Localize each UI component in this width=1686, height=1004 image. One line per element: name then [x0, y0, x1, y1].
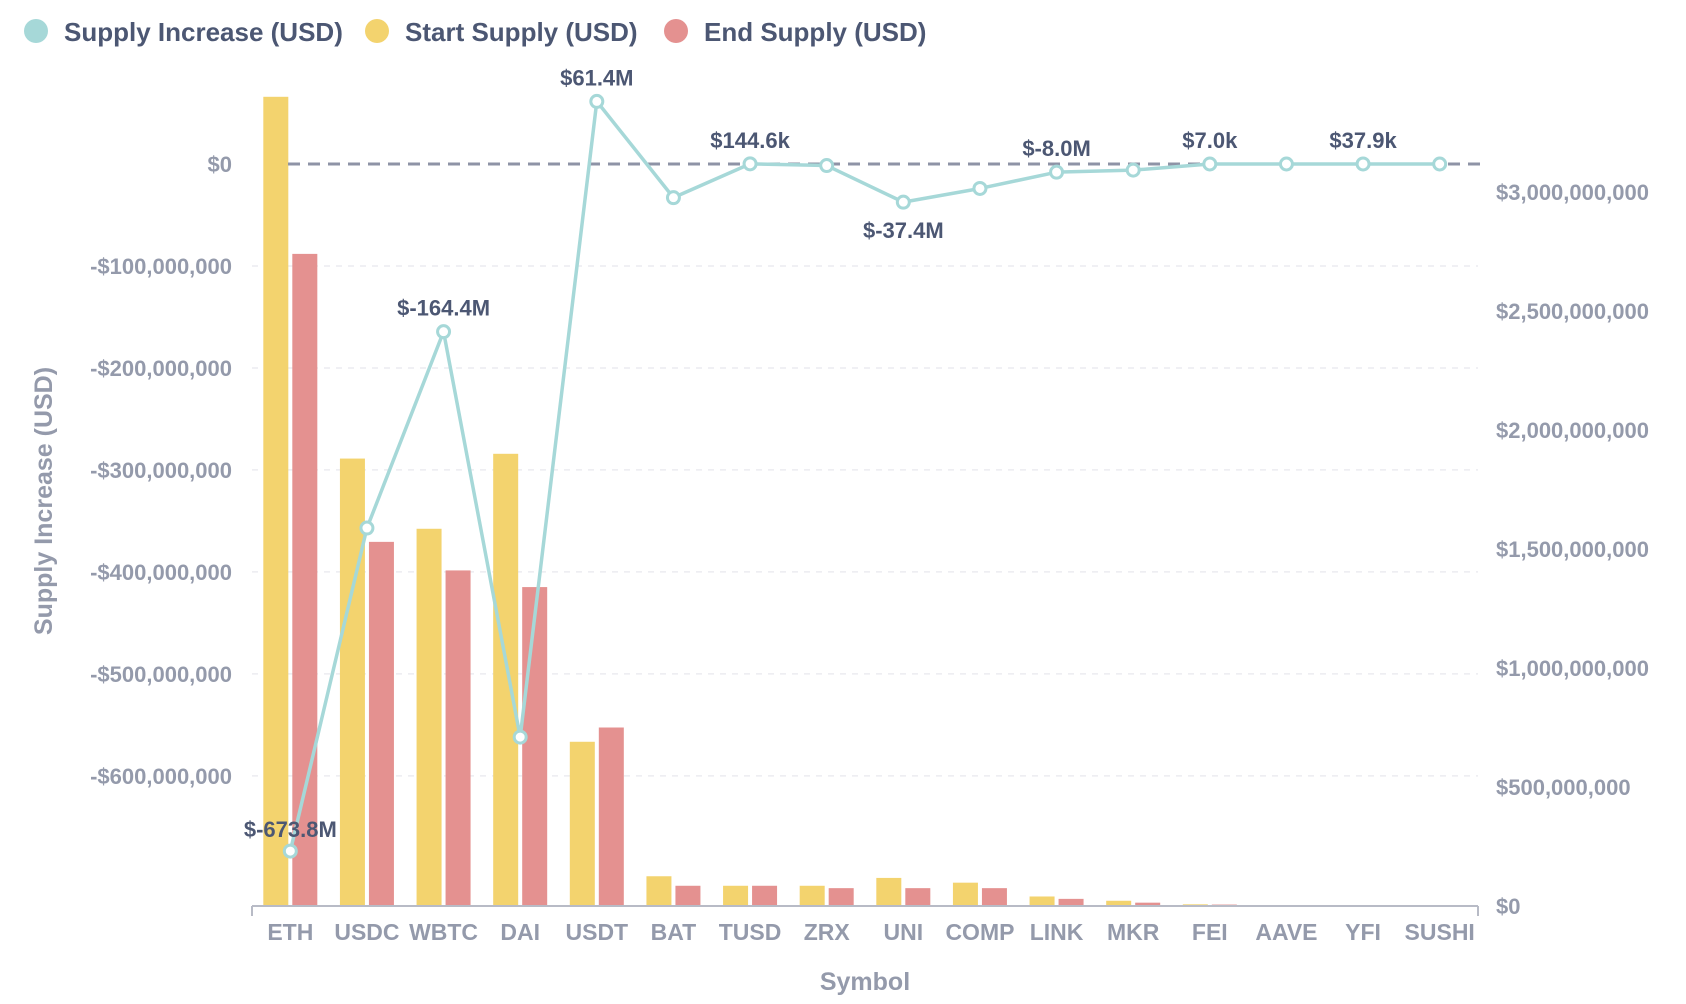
end-supply-bar-uni	[905, 888, 931, 906]
left-tick-label-3: -$300,000,000	[90, 458, 232, 483]
line-series	[282, 93, 1448, 859]
legend-marker-2	[664, 19, 688, 43]
supply-increase-point-bat	[665, 190, 681, 206]
start-supply-bar-mkr	[1106, 900, 1132, 906]
right-tick-label-6: $3,000,000,000	[1496, 180, 1649, 205]
supply-increase-line	[288, 99, 1440, 852]
point-label-tusd: $144.6k	[710, 128, 790, 153]
x-tick-label-fei: FEI	[1192, 919, 1228, 945]
supply-increase-point-wbtc	[436, 324, 452, 340]
point-label-fei: $7.0k	[1182, 128, 1238, 153]
supply-increase-point-sushi	[1432, 156, 1448, 172]
end-supply-bar-dai	[522, 587, 548, 906]
end-supply-bar-comp	[981, 888, 1007, 906]
x-tick-label-eth: ETH	[267, 919, 313, 945]
start-supply-bar-dai	[493, 453, 519, 906]
x-tick-label-mkr: MKR	[1107, 919, 1160, 945]
left-tick-label-5: -$500,000,000	[90, 662, 232, 687]
end-supply-bar-wbtc	[445, 570, 471, 906]
legend: Supply Increase (USD) Start Supply (USD) E…	[24, 17, 926, 47]
start-supply-bar-zrx	[799, 885, 825, 906]
axes: ETH USDC WBTC DAI USDT BAT TUSD ZRX UNI COMP LINK M…	[30, 152, 1649, 996]
end-supply-bar-tusd	[752, 885, 778, 906]
end-supply-bar-zrx	[828, 888, 854, 906]
supply-increase-point-dai	[512, 729, 528, 745]
x-tick-label-bat: BAT	[651, 919, 697, 945]
x-axis-title: Symbol	[820, 968, 910, 996]
supply-increase-point-uni	[895, 194, 911, 210]
point-label-usdt: $61.4M	[560, 65, 633, 90]
point-label-uni: $-37.4M	[863, 218, 944, 243]
supply-increase-point-fei	[1202, 156, 1218, 172]
x-tick-label-sushi: SUSHI	[1405, 919, 1475, 945]
x-tick-label-usdc: USDC	[334, 919, 399, 945]
start-supply-bar-usdc	[339, 458, 365, 906]
end-supply-bar-mkr	[1135, 902, 1161, 906]
left-axis-title: Supply Increase (USD)	[30, 367, 58, 635]
end-supply-bar-eth	[292, 253, 318, 906]
x-tick-label-dai: DAI	[500, 919, 540, 945]
left-tick-label-4: -$400,000,000	[90, 560, 232, 585]
point-labels: $-673.8M $-164.4M $61.4M $144.6k $-37.4M $-8.…	[244, 65, 1398, 842]
legend-label-0: Supply Increase (USD)	[64, 17, 343, 47]
supply-increase-point-eth	[282, 843, 298, 859]
point-label-wbtc: $-164.4M	[397, 296, 490, 321]
right-tick-label-2: $1,000,000,000	[1496, 656, 1649, 681]
left-tick-label-2: -$200,000,000	[90, 356, 232, 381]
legend-marker-1	[365, 19, 389, 43]
end-supply-bar-usdt	[598, 727, 624, 906]
x-tick-label-usdt: USDT	[566, 919, 629, 945]
supply-increase-point-usdc	[359, 520, 375, 536]
point-label-link: $-8.0M	[1022, 136, 1090, 161]
start-supply-bar-comp	[952, 882, 978, 906]
right-tick-label-1: $500,000,000	[1496, 775, 1631, 800]
supply-increase-point-comp	[972, 180, 988, 196]
end-supply-bar-link	[1058, 898, 1084, 906]
right-tick-label-4: $2,000,000,000	[1496, 418, 1649, 443]
supply-increase-point-mkr	[1125, 162, 1141, 178]
right-tick-label-0: $0	[1496, 894, 1520, 919]
end-supply-bar-bat	[675, 885, 701, 906]
x-tick-label-yfi: YFI	[1345, 919, 1381, 945]
right-tick-label-5: $2,500,000,000	[1496, 299, 1649, 324]
end-supply-bar-usdc	[368, 541, 394, 906]
legend-marker-0	[24, 19, 48, 43]
start-supply-bar-bat	[646, 876, 672, 906]
bar-series	[263, 96, 1237, 907]
start-supply-bar-link	[1029, 896, 1055, 906]
legend-label-1: Start Supply (USD)	[405, 17, 638, 47]
point-label-eth: $-673.8M	[244, 817, 337, 842]
x-tick-label-comp: COMP	[945, 919, 1014, 945]
right-tick-label-3: $1,500,000,000	[1496, 537, 1649, 562]
legend-label-2: End Supply (USD)	[704, 17, 926, 47]
supply-increase-point-link	[1049, 164, 1065, 180]
x-tick-label-zrx: ZRX	[804, 919, 851, 945]
supply-increase-point-yfi	[1355, 156, 1371, 172]
supply-increase-point-zrx	[819, 158, 835, 174]
start-supply-bar-wbtc	[416, 528, 442, 906]
supply-increase-point-aave	[1278, 156, 1294, 172]
x-tick-label-tusd: TUSD	[719, 919, 782, 945]
left-tick-label-1: -$100,000,000	[90, 254, 232, 279]
start-supply-bar-uni	[876, 877, 902, 906]
start-supply-bar-tusd	[723, 885, 749, 906]
supply-increase-point-usdt	[589, 93, 605, 109]
start-supply-bar-usdt	[569, 741, 595, 906]
x-tick-label-wbtc: WBTC	[409, 919, 478, 945]
start-supply-bar-eth	[263, 96, 289, 907]
x-tick-label-link: LINK	[1030, 919, 1084, 945]
supply-increase-point-tusd	[742, 156, 758, 172]
point-label-yfi: $37.9k	[1329, 128, 1397, 153]
left-tick-label-0: $0	[208, 152, 232, 177]
x-tick-label-uni: UNI	[884, 919, 924, 945]
x-tick-label-aave: AAVE	[1255, 919, 1317, 945]
left-tick-label-6: -$600,000,000	[90, 764, 232, 789]
